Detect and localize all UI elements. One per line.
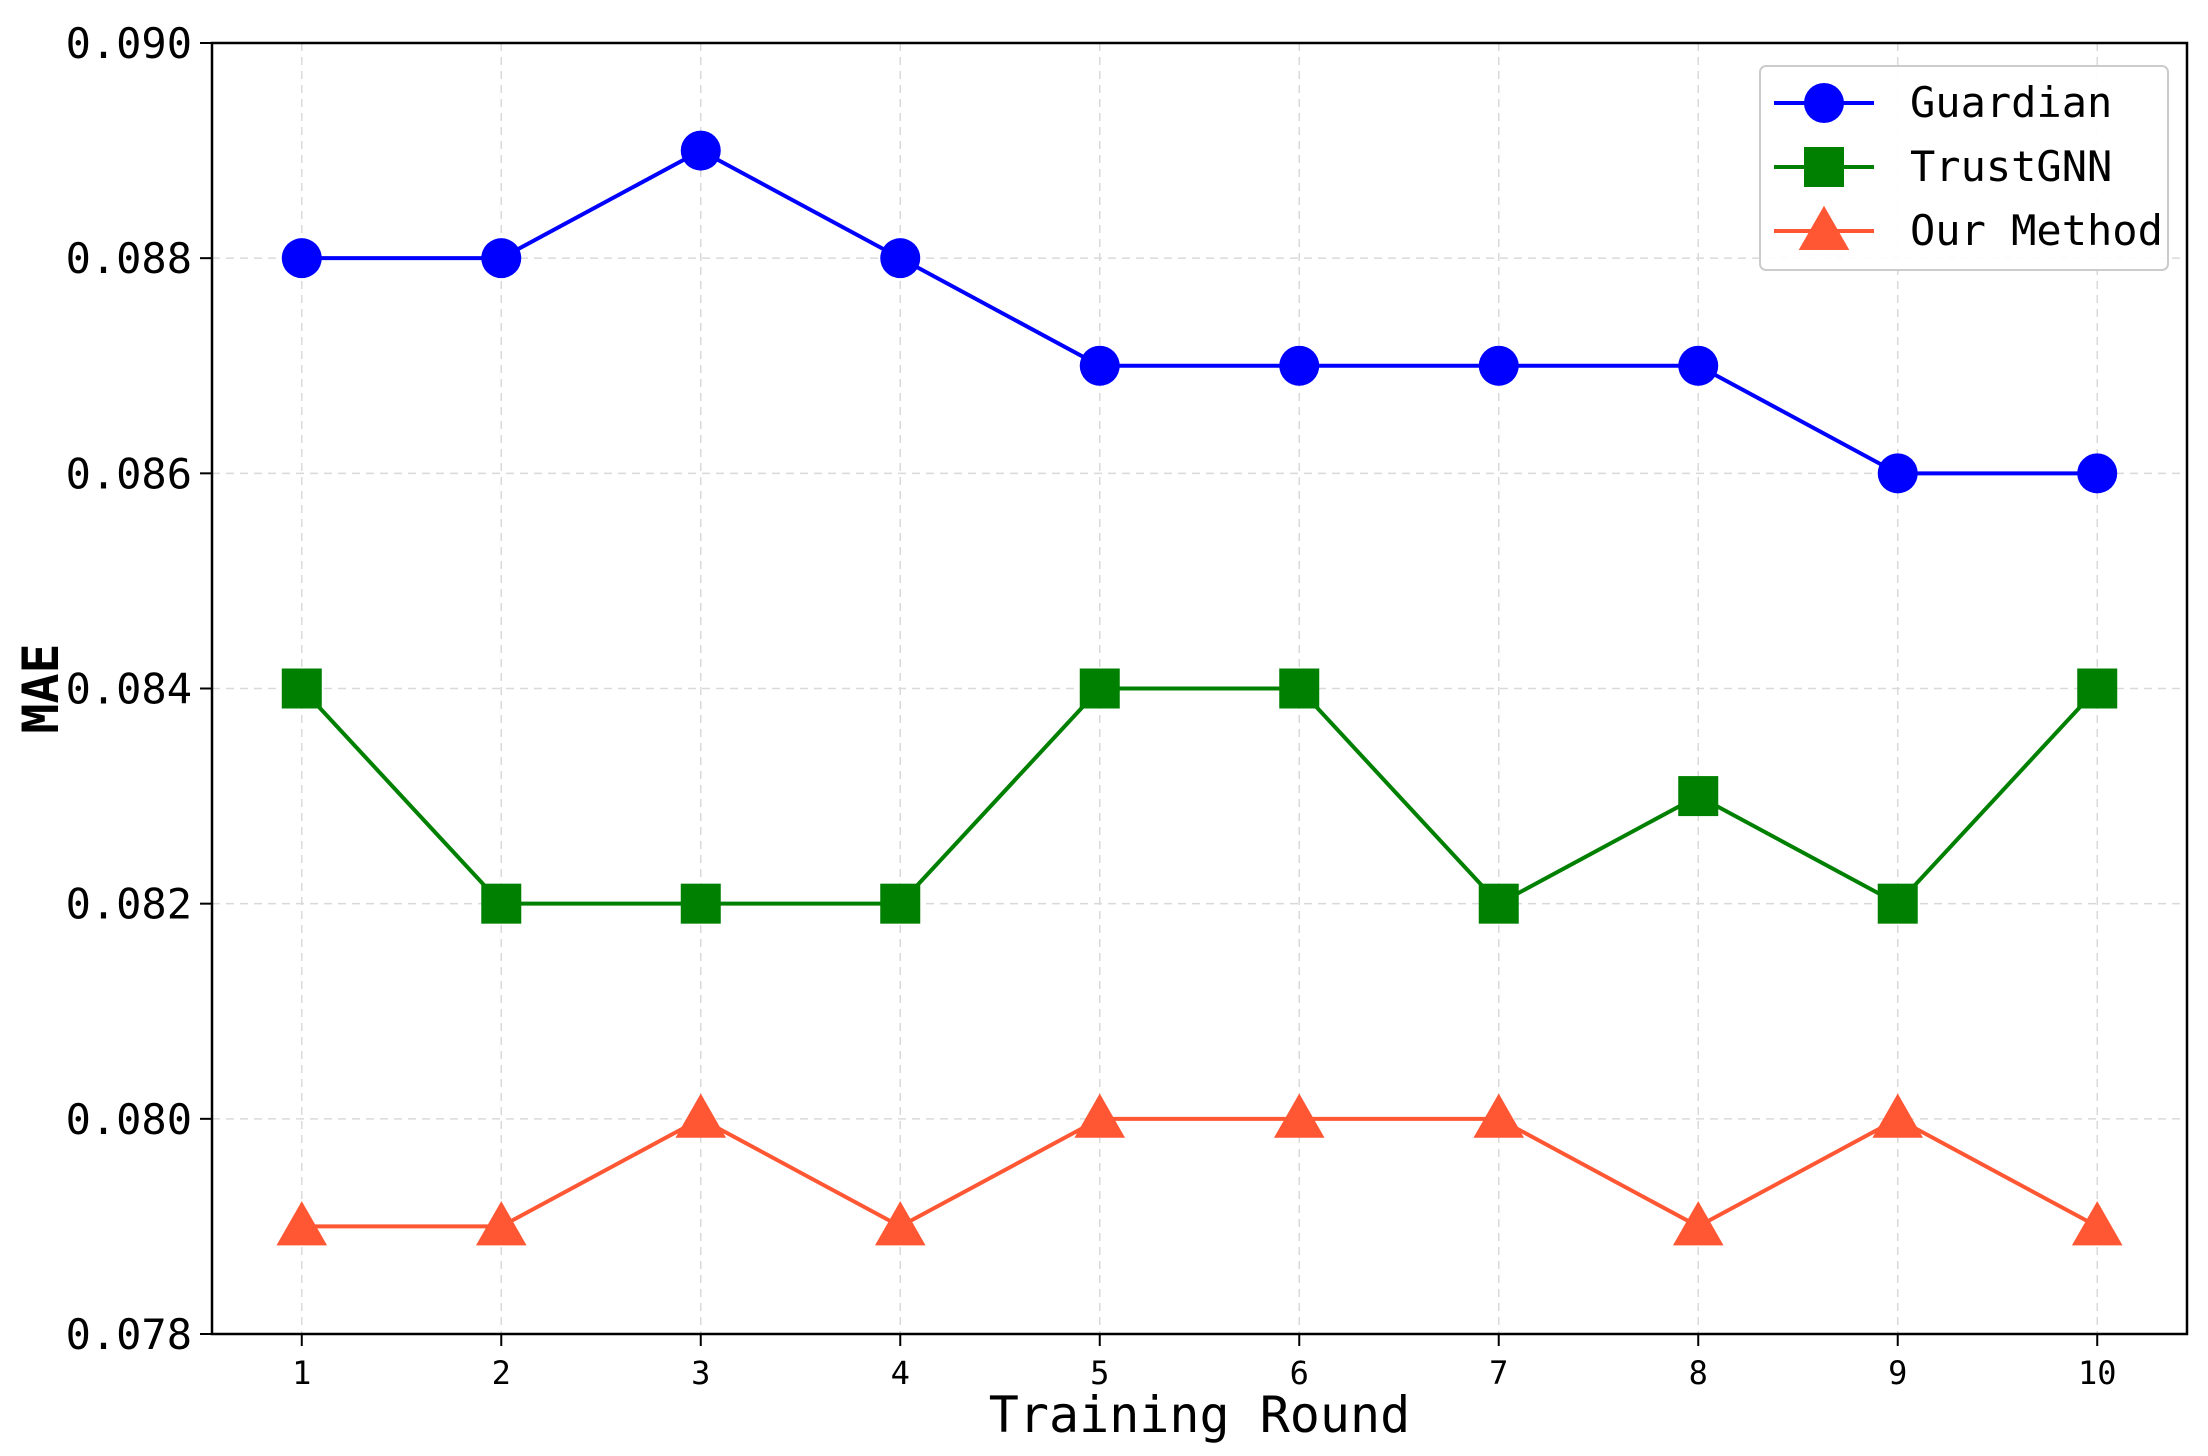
data-point	[1877, 453, 1918, 494]
legend-marker	[1804, 147, 1844, 187]
y-tick-label: 0.090	[66, 19, 192, 68]
legend-marker	[1798, 205, 1850, 250]
x-tick-label: 5	[1090, 1354, 1109, 1392]
y-tick-label: 0.082	[66, 880, 192, 929]
x-tick-label: 3	[691, 1354, 710, 1392]
y-tick-label: 0.078	[66, 1310, 192, 1359]
data-point	[1473, 1093, 1525, 1138]
legend-label: Guardian	[1910, 78, 2112, 127]
data-point	[1877, 883, 1918, 924]
data-point	[1279, 345, 1320, 386]
data-point	[276, 1201, 328, 1246]
data-point	[1074, 1093, 1126, 1138]
series-our-method	[276, 1093, 2123, 1246]
x-tick-label: 10	[2078, 1354, 2117, 1392]
data-point	[1478, 883, 1519, 924]
ticks: 0.078 0.080 0.082 0.084 0.086 0.088 0.090 1 2 3 4 5…	[66, 19, 2117, 1392]
data-point	[2077, 453, 2118, 494]
series-layer	[276, 130, 2123, 1246]
y-tick-label: 0.086	[66, 449, 192, 498]
data-point	[2071, 1201, 2123, 1246]
data-point	[1079, 345, 1120, 386]
data-point	[675, 1093, 727, 1138]
legend-marker	[1804, 83, 1844, 123]
data-point	[1478, 345, 1519, 386]
x-tick-label: 4	[891, 1354, 910, 1392]
data-point	[874, 1201, 926, 1246]
data-point	[481, 238, 522, 279]
data-point	[475, 1201, 527, 1246]
data-point	[680, 130, 721, 171]
y-tick-label: 0.080	[66, 1095, 192, 1144]
y-tick-label: 0.084	[66, 665, 192, 714]
x-tick-label: 6	[1290, 1354, 1309, 1392]
data-point	[1872, 1093, 1924, 1138]
data-point	[2077, 668, 2118, 709]
legend-label: Our Method	[1910, 206, 2163, 255]
x-tick-label: 8	[1689, 1354, 1708, 1392]
series-trustgnn	[281, 668, 2118, 924]
data-point	[281, 238, 322, 279]
data-point	[1279, 668, 1320, 709]
series-line	[301, 148, 2098, 476]
series-guardian	[281, 130, 2118, 494]
data-point	[880, 883, 921, 924]
data-point	[1079, 668, 1120, 709]
y-tick-label: 0.088	[66, 234, 192, 283]
x-axis-title: Training Round	[989, 1386, 1410, 1444]
x-tick-label: 7	[1489, 1354, 1508, 1392]
legend-box	[1759, 65, 2169, 271]
data-point	[880, 238, 921, 279]
x-tick-label: 9	[1888, 1354, 1907, 1392]
data-point	[481, 883, 522, 924]
data-point	[1678, 776, 1719, 817]
y-axis-title: MAE	[12, 643, 70, 733]
series-line	[300, 686, 2099, 906]
series-line	[301, 1116, 2099, 1229]
x-tick-label: 1	[292, 1354, 311, 1392]
data-point	[1678, 345, 1719, 386]
x-tick-label: 2	[492, 1354, 511, 1392]
data-point	[281, 668, 322, 709]
data-point	[680, 883, 721, 924]
legend: Guardian TrustGNN Our Method	[1759, 65, 2169, 271]
data-point	[1273, 1093, 1325, 1138]
data-point	[1672, 1201, 1724, 1246]
legend-label: TrustGNN	[1910, 142, 2112, 191]
